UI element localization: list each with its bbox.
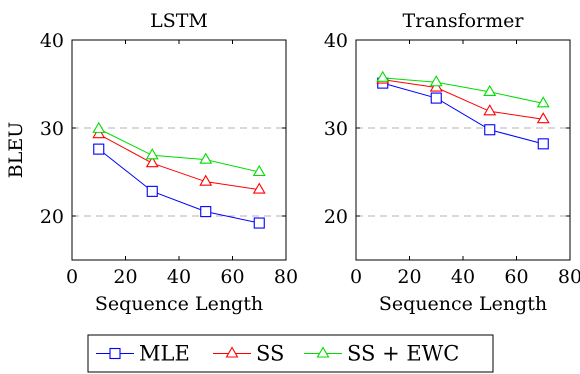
x-tick-label: 0 (350, 266, 362, 288)
series-line (98, 133, 260, 191)
data-point (253, 217, 265, 229)
x-tick-label: 80 (274, 266, 298, 288)
chart-title: LSTM (150, 10, 208, 32)
series-line (382, 79, 544, 120)
x-tick-label: 0 (66, 266, 78, 288)
data-point (145, 148, 159, 160)
series-ss (92, 127, 266, 194)
series-ss (376, 72, 550, 124)
legend-entry-3: SS + EWC (304, 342, 459, 366)
chart-panel-1: 0 20 40 60 80 20 30 40 LSTM Sequence Length BLEU (5, 10, 298, 315)
data-point (536, 112, 550, 124)
data-point (199, 152, 213, 164)
y-tick-label: 20 (324, 206, 348, 228)
series-line (98, 128, 260, 173)
series-ss-ewc (376, 70, 550, 108)
data-point (376, 70, 390, 82)
data-point (537, 138, 549, 150)
legend-entry-2: SS (213, 342, 284, 366)
x-tick-label: 40 (167, 266, 191, 288)
chart-title: Transformer (403, 10, 525, 32)
series-line (382, 77, 544, 104)
data-point (483, 84, 497, 96)
legend-marker (316, 346, 330, 358)
legend-marker (109, 347, 121, 360)
data-point (483, 104, 497, 116)
x-axis-title: Sequence Length (95, 293, 263, 315)
data-point (252, 164, 266, 177)
data-point (536, 96, 550, 108)
data-point (430, 92, 442, 104)
legend-label: SS + EWC (347, 342, 459, 366)
legend-marker (225, 346, 239, 358)
x-tick-label: 60 (220, 266, 244, 288)
data-point (429, 75, 443, 87)
data-point (92, 121, 106, 133)
data-point (252, 182, 266, 194)
y-tick-label: 40 (40, 30, 64, 52)
series-line (98, 148, 260, 224)
data-point (484, 124, 496, 136)
y-axis-title: BLEU (5, 122, 27, 178)
data-point (145, 156, 159, 168)
chart-panel-2: 0 20 40 60 80 20 30 40 Transformer Sequence Lengt… (324, 10, 580, 315)
x-tick-label: 20 (397, 266, 421, 288)
x-tick-label: 20 (113, 266, 137, 288)
y-tick-label: 30 (40, 118, 64, 140)
legend-box (87, 334, 494, 373)
y-tick-label: 40 (324, 30, 348, 52)
x-tick-label: 60 (504, 266, 528, 288)
series-mle (93, 143, 265, 229)
data-point (93, 143, 105, 155)
series-mle (377, 77, 549, 150)
x-tick-label: 80 (558, 266, 580, 288)
y-tick-label: 30 (324, 118, 348, 140)
legend-label: MLE (139, 342, 190, 366)
series-line (382, 82, 544, 145)
data-point (146, 185, 158, 197)
x-axis-title: Sequence Length (379, 293, 547, 315)
chart-panels: 0 20 40 60 80 20 30 40 LSTM Sequence Length BLEU 0 2… (5, 10, 580, 315)
data-point (200, 206, 212, 218)
x-tick-label: 40 (451, 266, 475, 288)
legend-label: SS (256, 342, 284, 366)
data-point (199, 174, 213, 186)
series-ss-ewc (92, 121, 266, 177)
legend-entry-1: MLE (96, 342, 190, 366)
y-tick-label: 20 (40, 206, 64, 228)
chart-legend: MLE SS SS + EWC (87, 334, 494, 373)
plot-frame (355, 39, 571, 261)
